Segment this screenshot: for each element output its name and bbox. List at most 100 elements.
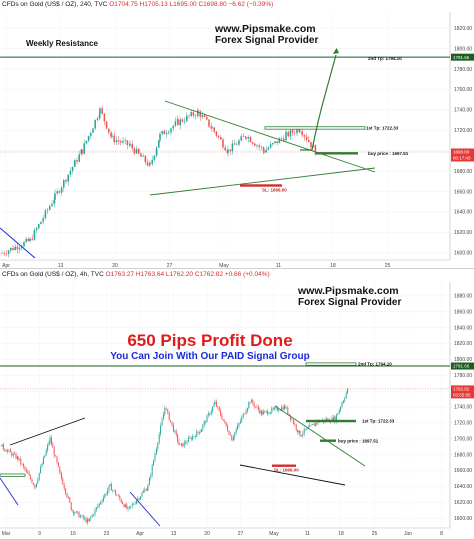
candle-body xyxy=(55,455,57,457)
candle-body xyxy=(78,154,80,162)
y-tick-label: 1680.00 xyxy=(454,169,472,175)
candle-body xyxy=(229,434,231,436)
candle-body xyxy=(163,130,166,135)
candle-body xyxy=(115,140,118,143)
tp2-label: 2nd Tp: 1794.10 xyxy=(368,56,402,61)
candle-body xyxy=(77,511,79,513)
candle-body xyxy=(244,413,246,415)
candle-body xyxy=(104,494,106,498)
candle-body xyxy=(227,149,229,153)
candle-body xyxy=(278,410,280,412)
candle-body xyxy=(53,199,55,204)
candle-body xyxy=(60,472,62,479)
candle-body xyxy=(67,497,69,498)
candle-body xyxy=(236,144,238,146)
candle-body xyxy=(183,442,185,447)
candle-body xyxy=(51,203,53,207)
candle-body xyxy=(242,413,244,418)
candle-body xyxy=(126,504,128,509)
x-tick-label: 11 xyxy=(276,263,281,268)
y-tick-label: 1800.00 xyxy=(454,46,472,52)
candle-body xyxy=(12,453,14,456)
candle-body xyxy=(151,159,153,164)
candle-body xyxy=(63,484,65,489)
candle-body xyxy=(35,228,38,231)
candle-body xyxy=(97,506,99,508)
candle-body xyxy=(29,238,31,242)
candle-body xyxy=(269,144,272,148)
candle-body xyxy=(45,450,47,456)
bottom-website: www.Pipsmake.com xyxy=(298,285,399,297)
candle-body xyxy=(267,147,270,150)
candle-body xyxy=(180,443,182,446)
candle-body xyxy=(246,408,248,412)
candle-body xyxy=(128,145,131,146)
y-tick-label: 1640.00 xyxy=(454,210,472,216)
candle-body xyxy=(249,137,252,143)
last-price-text: 1698.80 xyxy=(453,150,470,155)
candle-body xyxy=(35,483,37,488)
candle-body xyxy=(292,419,294,424)
candle-body xyxy=(186,442,188,443)
candle-body xyxy=(201,115,204,118)
candle-body xyxy=(50,437,52,445)
candle-body xyxy=(99,108,101,115)
candle-body xyxy=(220,410,222,416)
candle-body xyxy=(217,406,219,408)
candle-body xyxy=(248,402,250,409)
candle-body xyxy=(27,471,29,474)
candle-body xyxy=(131,504,133,506)
y-tick-label: 1700.00 xyxy=(454,436,472,442)
candle-body xyxy=(299,131,301,132)
bottom-source: TVC xyxy=(90,271,104,278)
candle-body xyxy=(103,113,106,122)
candle-body xyxy=(197,110,199,116)
candle-body xyxy=(268,413,270,415)
candle-body xyxy=(290,415,292,420)
candle-body xyxy=(3,252,5,254)
candle-body xyxy=(7,250,10,254)
candle-body xyxy=(102,497,104,502)
candle-body xyxy=(303,135,306,137)
candle-body xyxy=(144,489,146,492)
candle-body xyxy=(10,247,12,251)
candle-body xyxy=(197,110,199,112)
candle-body xyxy=(182,443,184,447)
candle-body xyxy=(314,145,317,155)
resistance-price-text: 1791.66 xyxy=(453,364,470,369)
candle-body xyxy=(206,415,208,423)
candle-body xyxy=(222,139,224,148)
candle-body xyxy=(120,141,122,143)
candle-body xyxy=(155,147,158,156)
candle-body xyxy=(231,435,233,441)
candle-body xyxy=(117,140,120,142)
candle-body xyxy=(177,119,179,126)
x-tick-label: 20 xyxy=(112,263,118,268)
buy-label: buy price : 1697.51 xyxy=(368,151,409,156)
candle-body xyxy=(69,170,72,175)
resistance-price-text: 1791.66 xyxy=(453,55,470,60)
candle-body xyxy=(49,206,51,210)
candle-body xyxy=(96,118,99,120)
candle-body xyxy=(59,472,61,473)
candle-body xyxy=(282,407,284,410)
candle-body xyxy=(284,405,286,409)
candle-body xyxy=(144,155,147,163)
candle-body xyxy=(225,422,227,427)
candle-body xyxy=(72,510,74,514)
candle-body xyxy=(7,450,9,452)
candle-body xyxy=(37,479,39,484)
candle-body xyxy=(98,114,101,119)
candle-body xyxy=(28,473,30,476)
candle-body xyxy=(31,238,33,240)
candle-body xyxy=(245,137,247,139)
candle-body xyxy=(113,490,115,491)
bottom-chart-canvas: 1880.00 1860.00 1840.00 1820.00 1800.00 1780.… xyxy=(0,282,474,537)
x-tick-label: 9 xyxy=(38,531,41,537)
candle-body xyxy=(120,499,122,503)
candle-body xyxy=(78,512,80,518)
candle-body xyxy=(74,160,76,167)
top-symbol: CFDs on Gold (US$ / OZ) xyxy=(2,1,77,8)
candle-body xyxy=(74,512,76,514)
candle-body xyxy=(205,421,207,423)
